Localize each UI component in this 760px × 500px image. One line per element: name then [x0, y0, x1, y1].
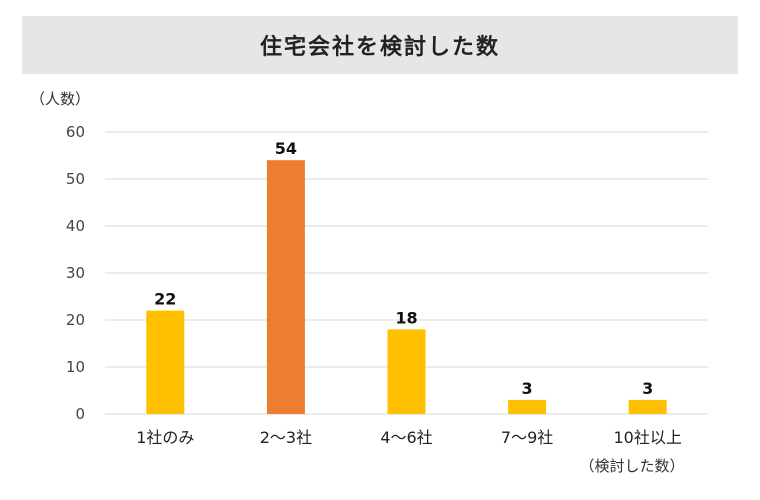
- data-label: 3: [522, 379, 533, 398]
- y-axis-title: （人数）: [30, 90, 90, 108]
- y-tick-label: 30: [66, 264, 85, 282]
- chart-title: 住宅会社を検討した数: [259, 35, 500, 60]
- y-tick-label: 20: [66, 311, 85, 329]
- bar: [146, 310, 185, 414]
- x-axis-title: （検討した数）: [579, 457, 684, 475]
- data-label: 3: [642, 379, 653, 398]
- y-tick-label: 10: [66, 358, 85, 376]
- chart-title-bar: 住宅会社を検討した数: [22, 16, 738, 74]
- data-label: 54: [275, 139, 297, 158]
- x-tick-label: 1社のみ: [136, 428, 194, 447]
- y-tick-label: 40: [66, 217, 85, 235]
- x-tick-label: 10社以上: [614, 428, 682, 447]
- bar: [387, 329, 426, 414]
- bar: [266, 160, 305, 414]
- x-tick-label: 2〜3社: [260, 428, 312, 447]
- bar: [628, 399, 667, 414]
- x-tick-label: 4〜6社: [380, 428, 432, 447]
- bar: [508, 399, 547, 414]
- data-label: 22: [154, 290, 176, 309]
- y-tick-label: 0: [75, 405, 85, 423]
- y-tick-label: 50: [66, 170, 85, 188]
- x-tick-label: 7〜9社: [501, 428, 553, 447]
- data-label: 18: [395, 308, 417, 327]
- y-tick-label: 60: [66, 123, 85, 141]
